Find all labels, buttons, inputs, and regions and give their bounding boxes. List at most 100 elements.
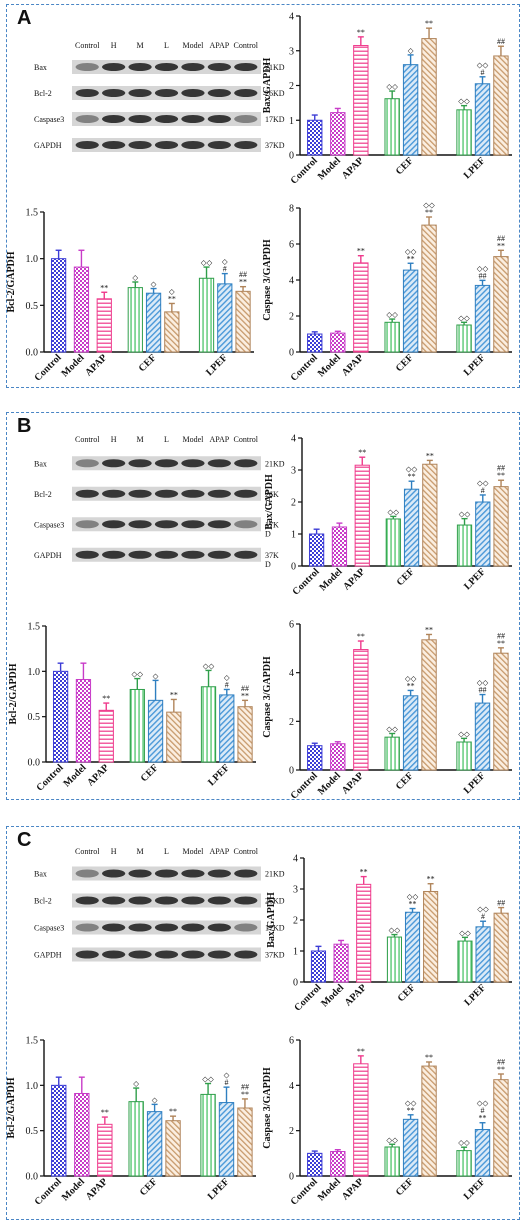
- x-tick-label: CEF: [137, 352, 159, 374]
- blot-band: [234, 950, 258, 959]
- significance-label: ◇◇: [405, 247, 418, 256]
- bar: [384, 98, 400, 156]
- y-tick-label: 0.5: [26, 301, 39, 312]
- y-tick-label: 8: [289, 204, 294, 215]
- blot-band: [128, 520, 152, 529]
- bar: [456, 524, 473, 567]
- blot-band: [154, 950, 179, 959]
- significance-label: **: [479, 1114, 487, 1123]
- lane-label: M: [137, 41, 144, 50]
- panel-c: C: [6, 826, 520, 1220]
- lane-label: Control: [75, 41, 100, 50]
- bar: [97, 1123, 113, 1177]
- blot-band: [234, 115, 258, 123]
- bar: [493, 486, 509, 567]
- molecular-weight-label: D: [265, 499, 271, 508]
- blot-band: [207, 896, 231, 905]
- blot-band: [181, 63, 205, 71]
- blot-band: [207, 950, 231, 959]
- significance-label: ◇◇: [203, 661, 216, 670]
- blot-band: [234, 896, 258, 905]
- blot-band: [102, 923, 126, 932]
- blot-band: [234, 923, 258, 932]
- x-tick-label: LPEF: [462, 352, 488, 378]
- x-tick-label: Model: [60, 1176, 87, 1203]
- protein-label: GAPDH: [34, 951, 62, 960]
- panel-letter: C: [17, 829, 32, 851]
- x-tick-label: LPEF: [462, 155, 488, 181]
- bar: [200, 1093, 216, 1177]
- x-tick-label: CEF: [394, 352, 416, 374]
- lane-label: H: [111, 41, 117, 50]
- significance-label: ##: [239, 270, 247, 279]
- bar: [421, 224, 437, 353]
- bar: [384, 321, 400, 353]
- lane-label: APAP: [209, 41, 229, 50]
- x-tick-label: CEF: [396, 982, 418, 1004]
- protein-label: Caspase3: [34, 924, 64, 933]
- blot-band: [181, 950, 205, 959]
- bar: [74, 1092, 90, 1177]
- blot-band: [102, 520, 126, 529]
- bar: [474, 702, 491, 771]
- bar: [307, 1152, 323, 1177]
- y-tick-label: 2: [291, 498, 296, 509]
- y-tick-label: 1.5: [26, 208, 39, 219]
- blot-band: [207, 63, 231, 71]
- bar-chart-a-bax-gapdh: 01234Bax/GAPDH**◇◇◇**◇◇#◇◇##ControlModel…: [262, 12, 512, 187]
- bar: [354, 464, 370, 567]
- bar: [404, 911, 421, 983]
- bar: [402, 1118, 419, 1177]
- x-tick-label: APAP: [340, 1176, 366, 1202]
- panel-letter: B: [17, 415, 32, 437]
- x-tick-label: Model: [318, 566, 345, 593]
- y-axis-title: Bax/GAPDH: [262, 58, 273, 114]
- lane-label: H: [111, 847, 117, 856]
- blot-band: [207, 869, 231, 878]
- blot-band: [102, 63, 126, 71]
- panel-letter: A: [17, 7, 32, 29]
- y-tick-label: 0: [289, 1172, 294, 1183]
- blot-band: [154, 63, 179, 71]
- panel-b: B: [6, 412, 520, 800]
- x-tick-label: APAP: [343, 982, 369, 1008]
- significance-label: ◇◇: [386, 310, 399, 319]
- bar: [235, 290, 251, 353]
- lane-label: APAP: [209, 435, 229, 444]
- significance-label: ##: [497, 464, 505, 473]
- blot-band: [207, 520, 231, 529]
- bar: [237, 1107, 253, 1177]
- significance-label: ◇◇: [458, 313, 471, 322]
- blot-band: [154, 896, 179, 905]
- significance-label: ◇: [133, 1079, 140, 1088]
- bar: [200, 686, 217, 763]
- bar: [331, 526, 348, 567]
- y-axis-title: Bax/GAPDH: [264, 474, 275, 530]
- bar: [307, 333, 323, 353]
- y-tick-label: 6: [289, 1036, 294, 1047]
- significance-label: **: [358, 448, 366, 457]
- significance-label: **: [168, 294, 176, 303]
- lane-label: H: [111, 435, 117, 444]
- y-tick-label: 0.5: [28, 712, 41, 723]
- significance-label: ##: [479, 271, 487, 280]
- significance-label: **: [239, 278, 247, 287]
- blot-band: [102, 459, 126, 468]
- protein-label: Bcl-2: [34, 89, 52, 98]
- blot-band: [207, 459, 231, 468]
- y-tick-label: 4: [291, 434, 296, 445]
- significance-label: ◇◇: [458, 729, 471, 738]
- western-blot-a: Control H M L Model APAP Control Bax 21KD Bcl-2 26…: [34, 41, 285, 152]
- significance-label: **: [409, 900, 417, 909]
- significance-label: ◇: [153, 671, 160, 680]
- bar: [147, 699, 164, 763]
- lane-label: Model: [182, 847, 204, 856]
- significance-label: ◇◇: [477, 905, 490, 914]
- protein-label: Bax: [34, 63, 47, 72]
- y-tick-label: 4: [289, 668, 294, 679]
- significance-label: ◇◇: [459, 510, 472, 519]
- blot-band: [207, 489, 231, 498]
- blot-band: [128, 550, 152, 559]
- lane-label: Control: [75, 435, 100, 444]
